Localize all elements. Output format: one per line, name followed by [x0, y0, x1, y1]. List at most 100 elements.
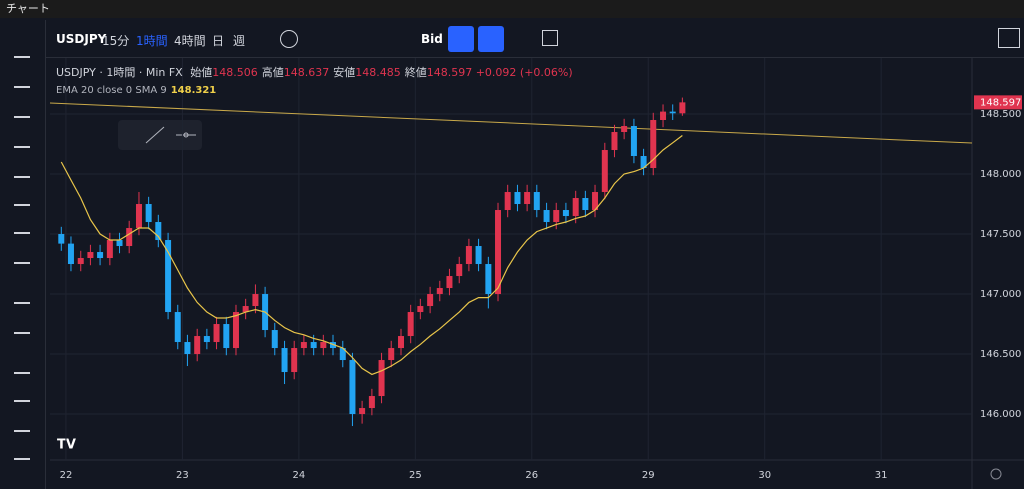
tool-icon[interactable]: [14, 250, 30, 264]
line-chart-button[interactable]: [448, 26, 474, 52]
indicator-legend: EMA 20 close 0 SMA 9 148.321: [56, 85, 216, 96]
add-button[interactable]: [280, 30, 298, 48]
trend-line: [49, 102, 973, 144]
ohlc-label: 安値: [333, 66, 356, 79]
ohlc-label: 始値: [190, 66, 213, 79]
symbol[interactable]: USDJPY: [56, 32, 107, 46]
interval[interactable]: 週: [233, 34, 246, 48]
line-tool-dot: [183, 132, 189, 138]
tool-icon[interactable]: [14, 134, 30, 148]
tool-icon[interactable]: [14, 446, 30, 460]
tool-icon[interactable]: [14, 360, 30, 374]
tool-icon[interactable]: [14, 418, 30, 432]
x-tick-label: 30: [758, 470, 771, 481]
candle-body: [271, 330, 278, 349]
candle-body: [310, 342, 317, 349]
candle-body: [135, 204, 142, 229]
candle-body: [669, 111, 676, 114]
layout-button[interactable]: [542, 30, 558, 46]
y-tick-label: 148.500: [980, 109, 1021, 120]
logo: TV: [57, 438, 76, 453]
settings-icon[interactable]: [990, 468, 1002, 480]
candle-body: [378, 360, 385, 397]
candle-body: [359, 408, 366, 415]
candle-body: [300, 342, 307, 349]
indicator-button[interactable]: [478, 26, 504, 52]
x-tick-label: 23: [176, 470, 189, 481]
candle-body: [514, 192, 521, 205]
candle-body: [145, 204, 152, 223]
candle-body: [427, 294, 434, 307]
y-tick-label: 148.000: [980, 169, 1021, 180]
interval[interactable]: 日: [212, 34, 225, 48]
candle-body: [349, 360, 356, 415]
layout-toggle[interactable]: [998, 28, 1020, 48]
candle-body: [242, 306, 249, 313]
ohlc-value: 148.485: [355, 66, 401, 79]
trend-tool-icon[interactable]: [145, 126, 165, 144]
ohlc-value: 148.506: [212, 66, 258, 79]
legend-title: USDJPY · 1時間 · Min FX: [56, 66, 183, 79]
candle-body: [543, 210, 550, 223]
tool-icon[interactable]: [14, 164, 30, 178]
interval[interactable]: 1時間: [136, 34, 168, 48]
candle-body: [232, 312, 239, 349]
ohlc-label: 高値: [261, 66, 284, 79]
drawing-toolbar[interactable]: [118, 120, 202, 150]
x-tick-label: 24: [293, 470, 306, 481]
y-tick-label: 147.000: [980, 289, 1021, 300]
candle-body: [436, 288, 443, 295]
ema-line: [60, 135, 683, 376]
candle-body: [203, 336, 210, 343]
candle-body: [582, 198, 589, 211]
tool-icon[interactable]: [14, 320, 30, 334]
candle-body: [650, 120, 657, 169]
candle-body: [388, 348, 395, 361]
indicator-value: 148.321: [170, 85, 217, 96]
candle-body: [97, 252, 104, 259]
tool-icon[interactable]: [14, 104, 30, 118]
candle-body: [398, 336, 405, 349]
candle-body: [58, 234, 65, 244]
candle-body: [495, 210, 502, 295]
interval[interactable]: 15分: [102, 34, 130, 48]
tool-icon[interactable]: [14, 290, 30, 304]
candle-body: [485, 264, 492, 295]
candle-body: [417, 306, 424, 313]
ohlc: 始値148.506 高値148.637 安値148.485 終値148.597: [186, 66, 472, 79]
candle-body: [660, 111, 667, 121]
candle-body: [106, 240, 113, 259]
y-tick-label: 147.500: [980, 229, 1021, 240]
candle-body: [572, 198, 579, 217]
candle-body: [87, 252, 94, 259]
candle-body: [126, 228, 133, 247]
candle-body: [165, 240, 172, 313]
candle-body: [446, 276, 453, 289]
candle-body: [456, 264, 463, 277]
price-type[interactable]: Bid: [421, 32, 443, 46]
x-tick-label: 26: [525, 470, 538, 481]
candle-body: [116, 240, 123, 247]
candle-body: [194, 336, 201, 355]
tool-icon[interactable]: [14, 220, 30, 234]
candle-body: [640, 156, 647, 169]
interval[interactable]: 4時間: [174, 34, 206, 48]
candle-body: [475, 246, 482, 265]
candle-body: [407, 312, 414, 337]
candle-body: [524, 192, 531, 205]
sidebar: [0, 20, 46, 489]
candle-body: [630, 126, 637, 157]
candle-body: [291, 348, 298, 373]
tool-icon[interactable]: [14, 44, 30, 58]
candle-body: [533, 192, 540, 211]
tool-icon[interactable]: [14, 388, 30, 402]
tool-icon[interactable]: [14, 74, 30, 88]
candle-body: [174, 312, 181, 343]
tool-icon[interactable]: [14, 192, 30, 206]
candle-body: [601, 150, 608, 193]
y-tick-label: 146.000: [980, 409, 1021, 420]
x-tick-label: 29: [642, 470, 655, 481]
candle-body: [223, 324, 230, 349]
toolbar: USDJPY 15分 1時間 4時間日週 Bid: [46, 20, 1024, 58]
